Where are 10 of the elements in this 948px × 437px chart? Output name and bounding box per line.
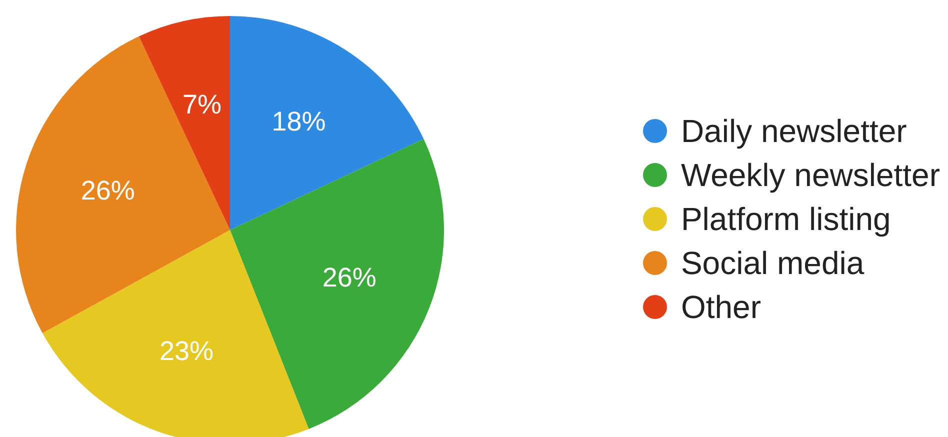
legend-label: Social media	[680, 244, 864, 282]
legend-label: Daily newsletter	[680, 112, 907, 151]
data-label: 26%	[322, 262, 376, 292]
legend-label: Other	[680, 288, 761, 326]
data-label: 26%	[80, 175, 135, 206]
data-label: 7%	[182, 90, 222, 120]
legend-label: Platform listing	[680, 200, 891, 239]
data-label: 23%	[159, 336, 214, 366]
data-label: 18%	[272, 106, 326, 137]
legend-label: Weekly newsletter	[680, 156, 940, 195]
